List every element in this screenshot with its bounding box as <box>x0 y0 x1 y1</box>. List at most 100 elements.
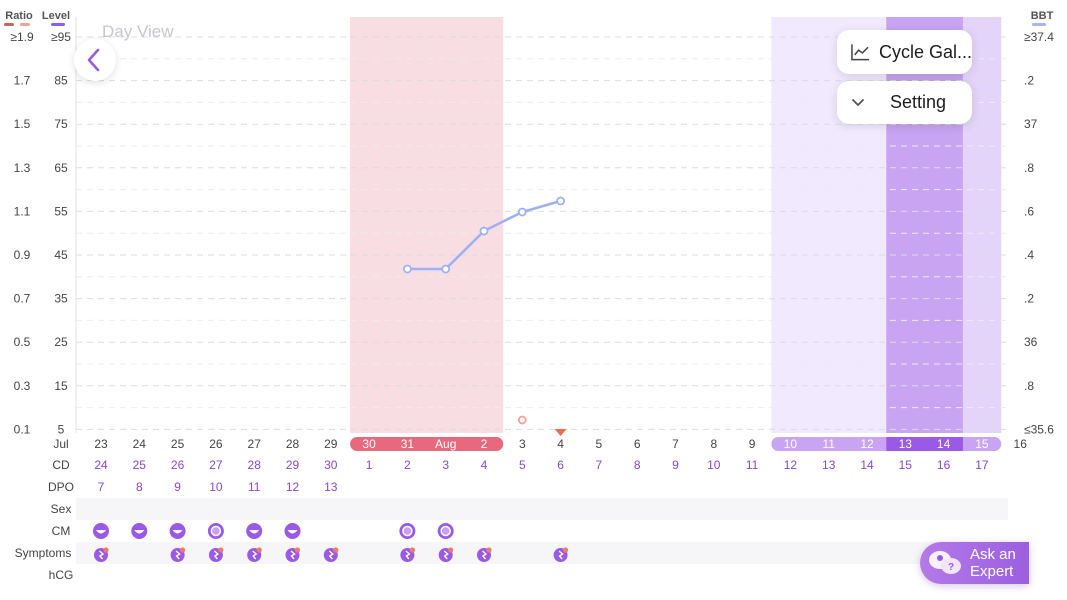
chevron-down-icon <box>852 98 864 106</box>
cd-value: 24 <box>94 458 108 472</box>
cm-icon-inner <box>210 525 222 537</box>
dpo-value: 10 <box>209 480 223 494</box>
symptoms-row-bg <box>76 542 1008 564</box>
date-label: 8 <box>710 437 717 451</box>
bbt-marker <box>1032 23 1046 26</box>
cycle-gallery-label: Cycle Gal... <box>878 41 972 62</box>
cd-value: 13 <box>822 458 836 472</box>
chat-bubbles-icon: ? <box>929 551 961 574</box>
symptom-icon-mark <box>443 550 449 560</box>
date-label: 10 <box>784 437 798 451</box>
date-label: 29 <box>324 437 338 451</box>
date-label: 27 <box>248 437 262 451</box>
symptom-dot <box>218 547 224 553</box>
ask-expert-button[interactable]: ? Ask an Expert <box>920 542 1029 584</box>
date-label: 11 <box>822 437 835 451</box>
bbt-tick-label: .4 <box>1024 248 1034 262</box>
dpo-value: 11 <box>248 480 261 494</box>
bbt-point <box>441 264 451 274</box>
svg-text:?: ? <box>948 562 954 573</box>
date-label: 13 <box>899 437 913 451</box>
level-tick-label: 5 <box>58 422 65 436</box>
dpo-row-label: DPO <box>48 480 74 494</box>
bbt-tick-label: .8 <box>1024 379 1034 393</box>
ask-line-2: Expert <box>970 563 1014 580</box>
symptom-dot <box>563 547 569 553</box>
cd-value: 30 <box>324 458 338 472</box>
sex-row-label: Sex <box>51 502 72 516</box>
ratio-tick-label: 1.5 <box>14 117 31 131</box>
cd-value: 29 <box>286 458 300 472</box>
cm-icon-inner <box>440 525 451 537</box>
cd-value: 3 <box>442 458 449 472</box>
cd-value: 17 <box>975 458 989 472</box>
level-legend-label: Level <box>42 10 70 22</box>
page-title: Day View <box>102 22 174 41</box>
ratio-tick-label: 0.9 <box>14 248 31 262</box>
bbt-legend-label: BBT <box>1031 10 1054 22</box>
level-tick-label: ≥95 <box>51 30 71 44</box>
level-tick-label: 75 <box>54 117 68 131</box>
level-tick-label: 25 <box>54 335 68 349</box>
setting-button[interactable]: Setting <box>837 81 972 124</box>
bbt-tick-label: ≤35.6 <box>1024 422 1054 436</box>
symptom-dot <box>448 547 454 553</box>
symptom-dot <box>180 547 186 553</box>
month-label: Jul <box>53 437 68 451</box>
date-label: 6 <box>634 437 641 451</box>
ratio-tick-label: 0.1 <box>14 422 31 436</box>
date-label: 28 <box>286 437 300 451</box>
symptom-dot <box>294 547 301 553</box>
dpo-value: 7 <box>98 480 105 494</box>
level-tick-label: 55 <box>54 204 68 218</box>
dpo-value: 12 <box>286 480 300 494</box>
cd-value: 12 <box>784 458 798 472</box>
bbt-tick-label: .8 <box>1024 161 1034 175</box>
date-label: 3 <box>519 437 526 451</box>
dpo-value: 8 <box>136 480 143 494</box>
date-label: 25 <box>171 437 185 451</box>
cd-value: 4 <box>481 458 488 472</box>
date-label: 4 <box>557 437 564 451</box>
cd-value: 25 <box>133 458 147 472</box>
cd-value: 26 <box>171 458 185 472</box>
cycle-gallery-button[interactable]: Cycle Gal... <box>837 30 972 74</box>
level-tick-label: 35 <box>54 292 68 306</box>
level-tick-label: 85 <box>54 74 68 88</box>
level-tick-label: 65 <box>54 161 68 175</box>
bbt-tick-label: 37 <box>1024 117 1038 131</box>
bbt-tick-label: .2 <box>1024 74 1034 88</box>
symptom-icon-mark <box>290 550 296 560</box>
cd-value: 10 <box>707 458 721 472</box>
date-label: 2 <box>481 437 488 451</box>
ratio-tick-label: 0.5 <box>14 335 31 349</box>
symptom-icon-mark <box>213 550 220 560</box>
period-date-pill <box>350 437 504 451</box>
cd-value: 5 <box>519 458 526 472</box>
date-label: 26 <box>209 437 223 451</box>
ovulation-date-pill <box>886 437 963 451</box>
dpo-value: 9 <box>174 480 181 494</box>
date-label: 30 <box>362 437 376 451</box>
symptom-icon-mark <box>405 550 411 560</box>
symptom-icon-mark <box>175 550 181 560</box>
symptom-dot <box>103 547 109 553</box>
cd-value: 9 <box>672 458 679 472</box>
cd-value: 28 <box>248 458 262 472</box>
symptom-dot <box>486 547 492 553</box>
bbt-tick-label: .2 <box>1024 292 1034 306</box>
hcg-row-label: hCG <box>49 568 74 582</box>
cd-value: 2 <box>404 458 411 472</box>
date-label: 23 <box>94 437 108 451</box>
cm-icon-inner <box>96 530 106 534</box>
ratio-tick-label: 0.7 <box>14 292 31 306</box>
date-label: 9 <box>749 437 756 451</box>
back-button[interactable] <box>74 39 116 81</box>
cd-value: 27 <box>209 458 223 472</box>
cm-row-label: CM <box>52 524 71 538</box>
cd-value: 8 <box>634 458 641 472</box>
date-label: 14 <box>937 437 951 451</box>
ovulation-band <box>886 17 963 433</box>
period-band <box>350 17 504 433</box>
cm-icon-inner <box>172 530 183 534</box>
